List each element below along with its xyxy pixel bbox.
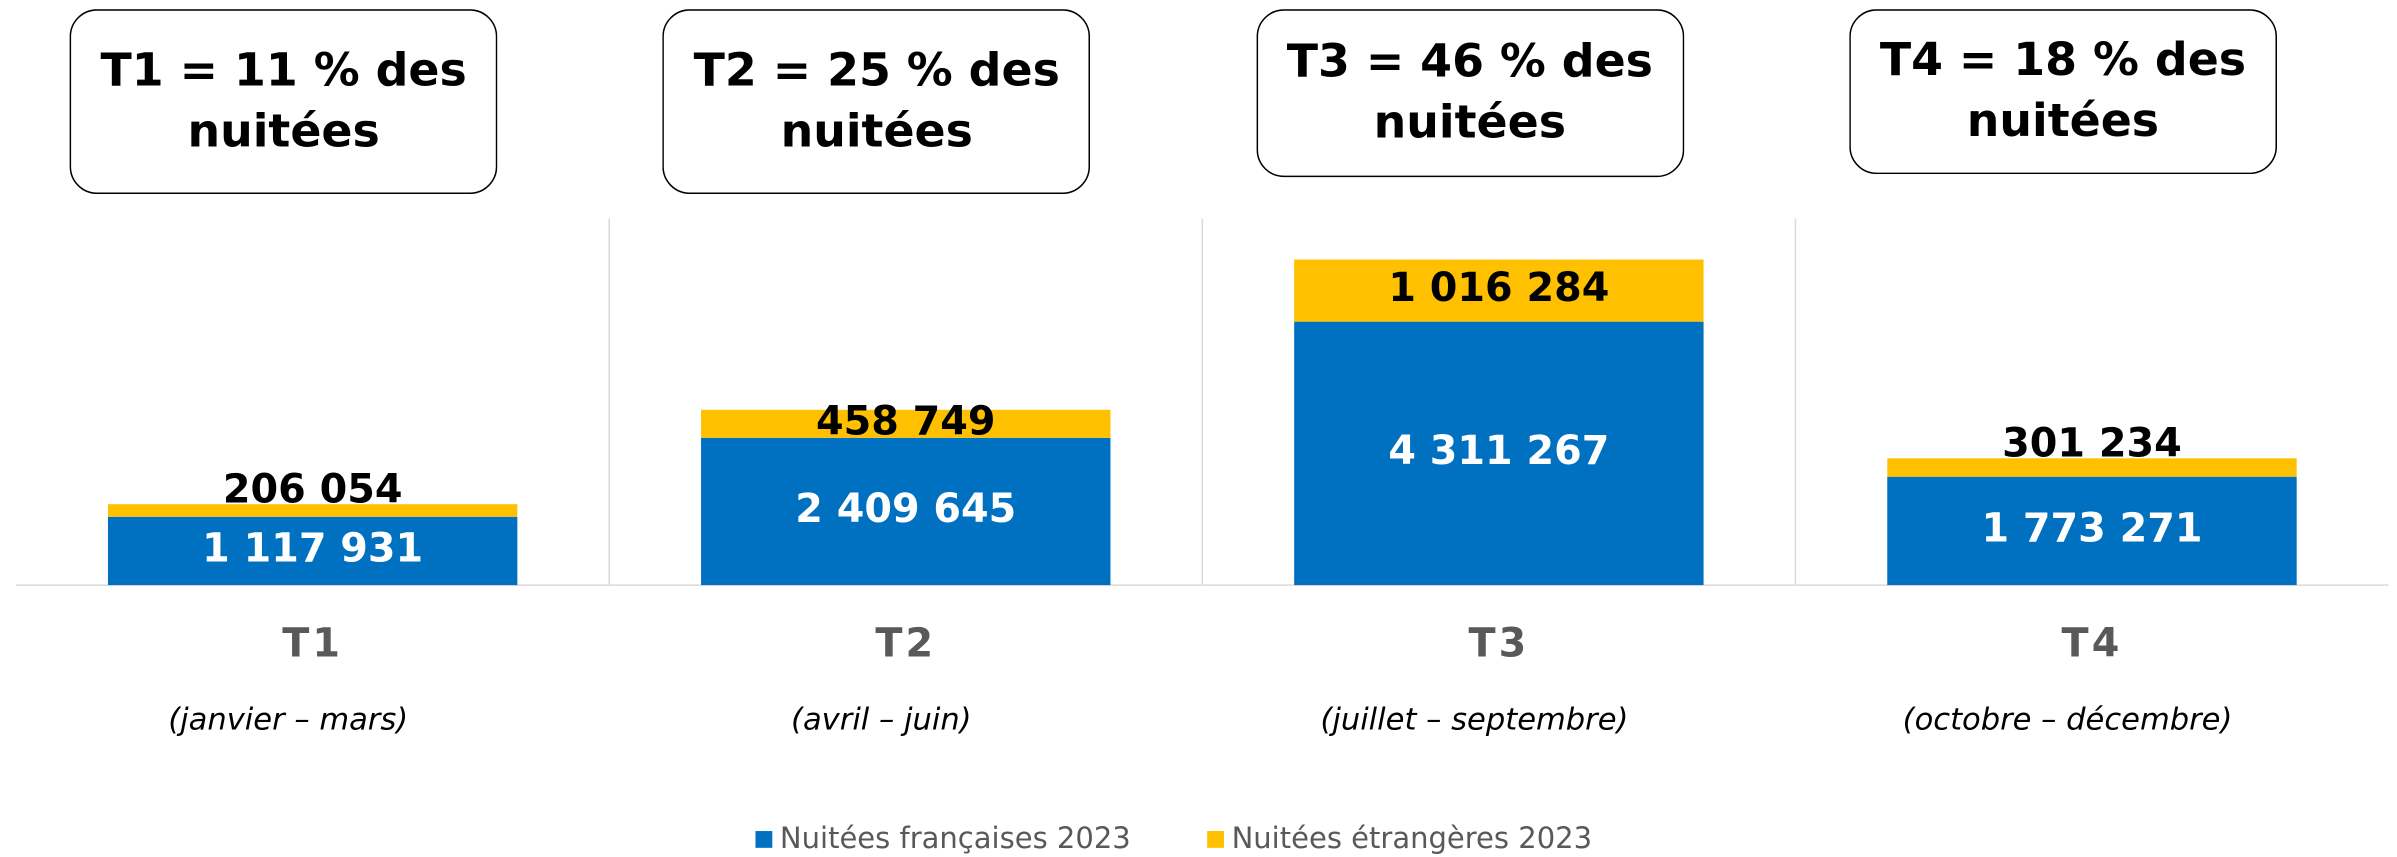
x-tick-sublabel: (avril – juin) [791,703,972,738]
bar-segment [1887,458,2297,477]
bar-segment [107,516,518,586]
bar-segment [1294,259,1704,322]
annotation: T4 = 18 % des nuitées [1849,9,2277,175]
x-tick-sublabel: (octobre – décembre) [1903,703,2233,738]
x-tick-sublabel: (janvier – mars) [168,703,408,738]
bar-segment [701,437,1111,586]
data-label: 206 054 [223,466,403,512]
annotation-box: T2 = 25 % des nuitées [662,9,1091,195]
bar-segment [1887,476,2297,586]
legend-label: Nuitées étrangères 2023 [1232,821,1593,855]
legend-swatch [755,831,773,848]
annotation: T1 = 11 % des nuitées [69,9,498,195]
annotation: T3 = 46 % des nuitées [1255,9,1684,178]
data-label: 1 117 931 [202,525,423,571]
annotation: T2 = 25 % des nuitées [662,9,1091,195]
annotation-box: T3 = 46 % des nuitées [1255,9,1684,178]
data-label: 2 409 645 [795,486,1016,532]
x-tick-sublabel: (juillet – septembre) [1320,703,1628,738]
annotation-box: T4 = 18 % des nuitées [1849,9,2277,175]
x-tick-label: T4 [2062,621,2123,667]
x-tick-label: T1 [282,621,343,667]
bar-segment [701,409,1111,438]
data-label: 4 311 267 [1388,428,1609,474]
bar-segment [107,504,518,517]
x-tick-label: T2 [875,621,936,667]
legend-label: Nuitées françaises 2023 [780,821,1131,855]
annotation-box: T1 = 11 % des nuitées [69,9,498,195]
data-label: 458 749 [816,398,996,444]
data-label: 301 234 [2002,421,2182,467]
data-label: 1 773 271 [1981,505,2202,551]
bar-segment [1294,321,1704,586]
x-tick-label: T3 [1468,621,1529,667]
data-label: 1 016 284 [1388,265,1609,311]
legend-swatch [1207,831,1224,848]
